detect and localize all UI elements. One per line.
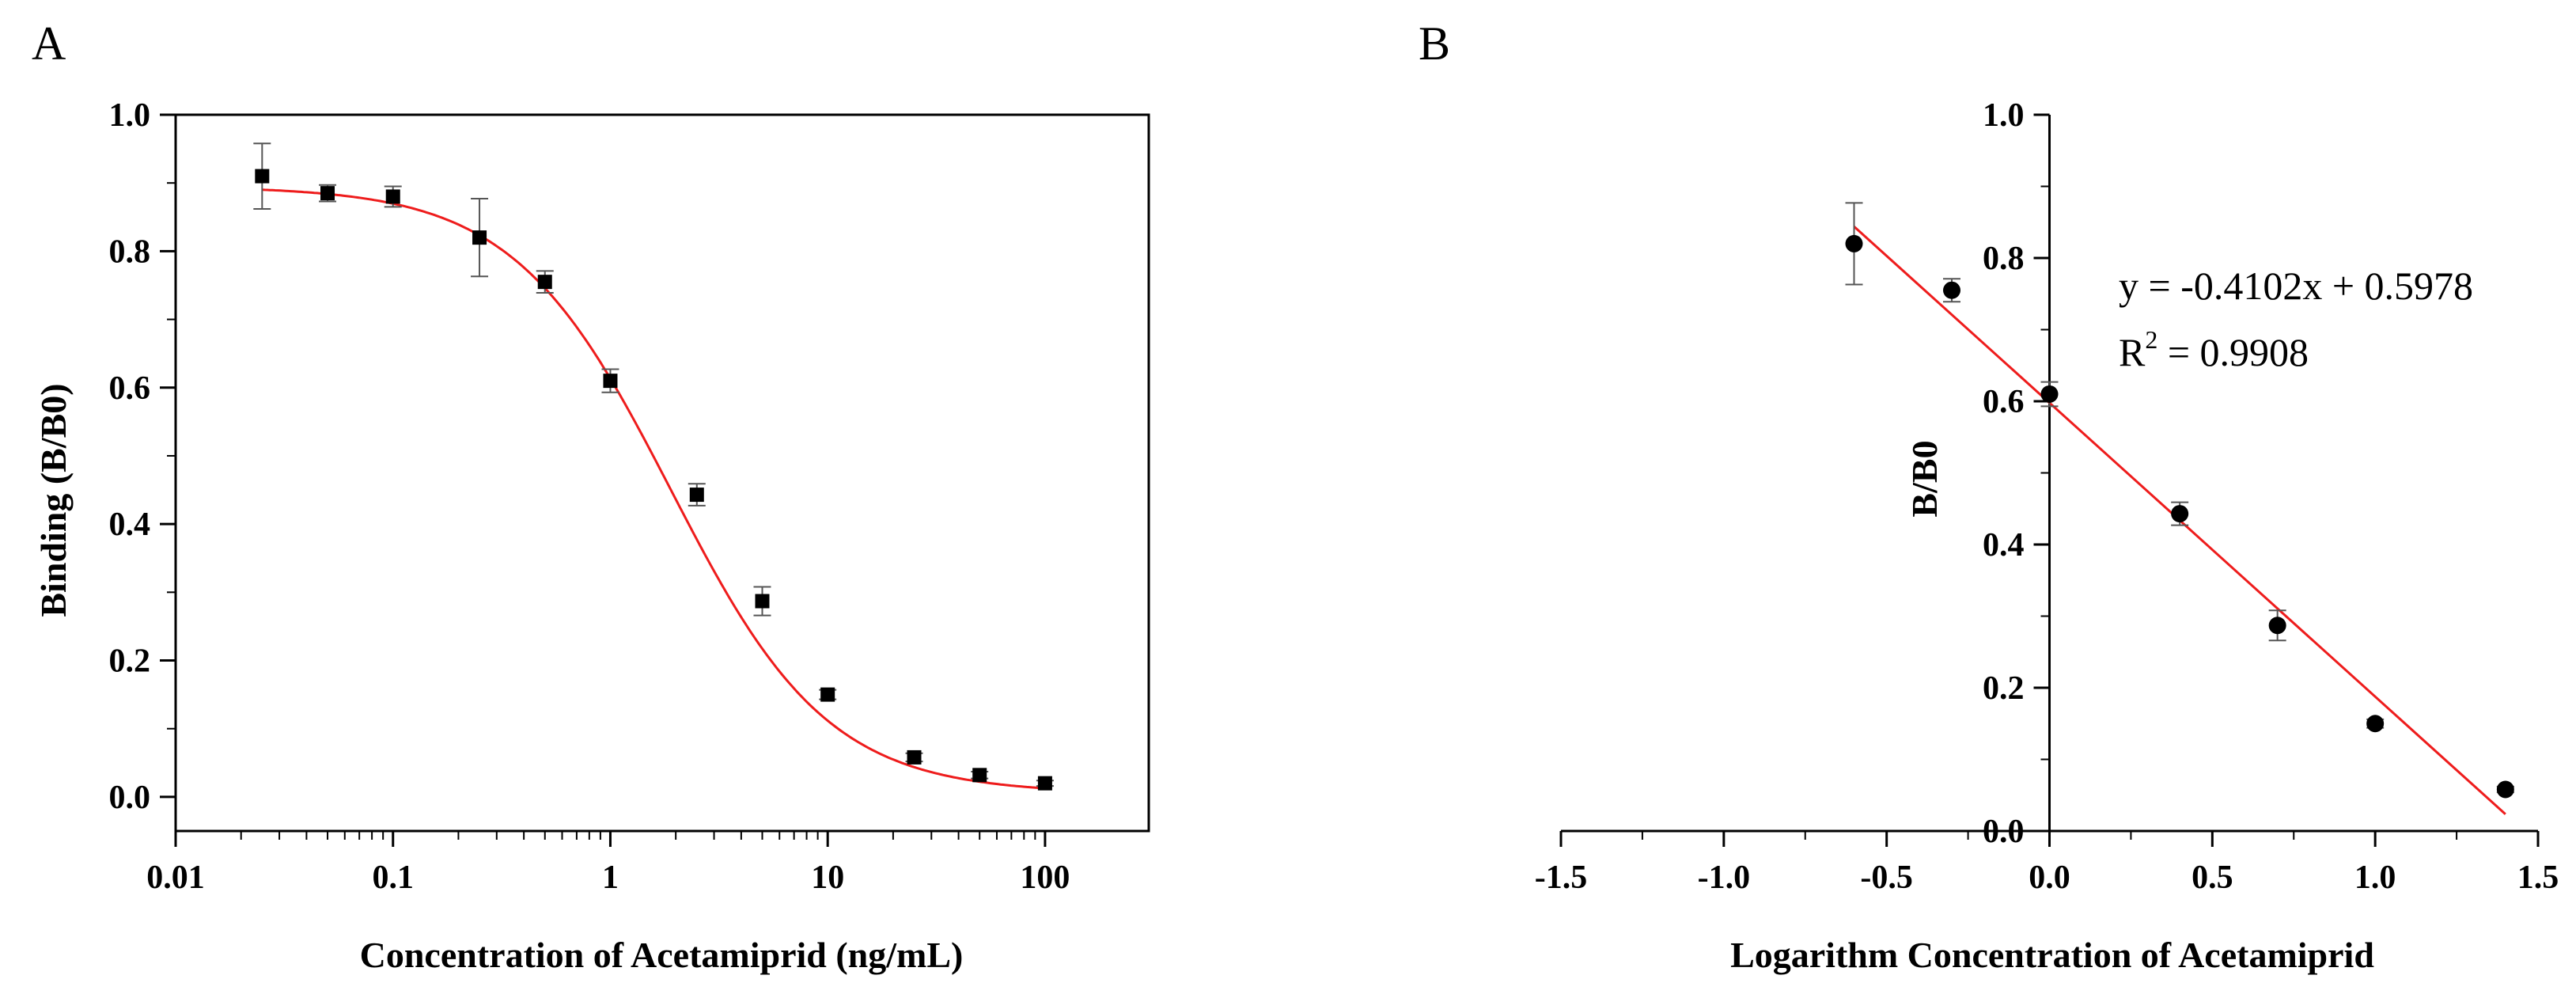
panel-a-x-axis-title: Concentration of Acetamiprid (ng/mL) [360,935,964,975]
y-tick-label: 0.2 [109,643,151,680]
panel-b-data-points [1845,202,2514,799]
r2-value: = 0.9908 [2157,330,2309,374]
x-tick-label: 10 [811,859,844,896]
y-tick-label: 0.0 [1983,814,2025,850]
data-point-circle [2366,715,2385,733]
x-tick-label: 1 [602,859,619,896]
data-point-square [689,488,704,503]
panel-b-r-squared: R2 = 0.9908 [2119,325,2309,374]
y-tick-label: 0.8 [1983,241,2025,277]
data-point-circle [1943,281,1960,299]
logistic-fit-path [262,188,1046,790]
x-tick-label: 0.0 [2029,859,2070,896]
data-point-square [385,189,400,204]
r2-prefix: R [2119,330,2146,374]
y-tick-label: 0.2 [1983,670,2025,707]
y-tick-label: 0.4 [109,507,151,543]
data-point-square [755,594,770,609]
y-tick-label: 0.8 [109,233,151,270]
y-tick-label: 0.6 [109,370,151,407]
x-tick-label: 0.1 [372,859,414,896]
panel-a-data-points [253,142,1054,791]
data-point-circle [1845,234,1863,252]
data-point-circle [2171,505,2189,523]
x-tick-label: 100 [1020,859,1070,896]
panel-b-y-axis-title: B/B0 [1904,440,1945,517]
data-point-circle [2496,780,2514,799]
x-tick-label: -1.0 [1698,859,1751,896]
panel-a-axes: 0.01 0.1 1 10 100 0.0 0.2 0.4 0.6 0.8 1.0 [109,97,1150,896]
x-tick-label: 1.5 [2517,859,2559,896]
panel-a-y-axis-title: Binding (B/B0) [33,383,74,617]
panel-a-fit-curve [262,188,1046,790]
y-tick-label: 0.6 [1983,384,2025,420]
x-tick-label: 1.0 [2354,859,2396,896]
panel-a-frame [174,113,1150,833]
data-point-square [537,275,552,290]
panel-b: B B/B0 Logarithm Concentration of Acetam… [1419,17,2559,975]
x-tick-label: -1.5 [1535,859,1588,896]
data-point-square [255,169,270,184]
panel-b-x-axis-title: Logarithm Concentration of Acetamiprid [1730,935,2374,975]
data-point-square [603,374,618,389]
x-tick-label: 0.01 [146,859,205,896]
y-tick-label: 1.0 [109,97,151,134]
data-point-square [472,230,487,245]
r2-exponent: 2 [2145,325,2157,354]
y-tick-label: 0.4 [1983,527,2025,564]
panel-a: A Binding (B/B0) Concentration of Acetam… [32,17,1150,975]
x-tick-label: -0.5 [1860,859,1913,896]
panel-a-label: A [32,17,66,70]
data-point-square [1037,776,1052,791]
data-point-square [907,749,922,765]
y-tick-label: 0.0 [109,780,151,816]
panel-b-equation: y = -0.4102x + 0.5978 [2119,264,2473,308]
data-point-square [972,768,987,783]
y-tick-label: 1.0 [1983,97,2025,134]
x-tick-label: 0.5 [2191,859,2233,896]
panel-b-axes: -1.5 -1.0 -0.5 0.0 0.5 1.0 1.5 0.0 0.2 0.4 0.6 0.8 1… [1535,97,2559,896]
data-point-square [820,687,835,702]
data-point-square [320,186,335,201]
panel-b-label: B [1419,17,1450,70]
data-point-circle [2268,617,2286,635]
data-point-circle [2040,385,2059,403]
